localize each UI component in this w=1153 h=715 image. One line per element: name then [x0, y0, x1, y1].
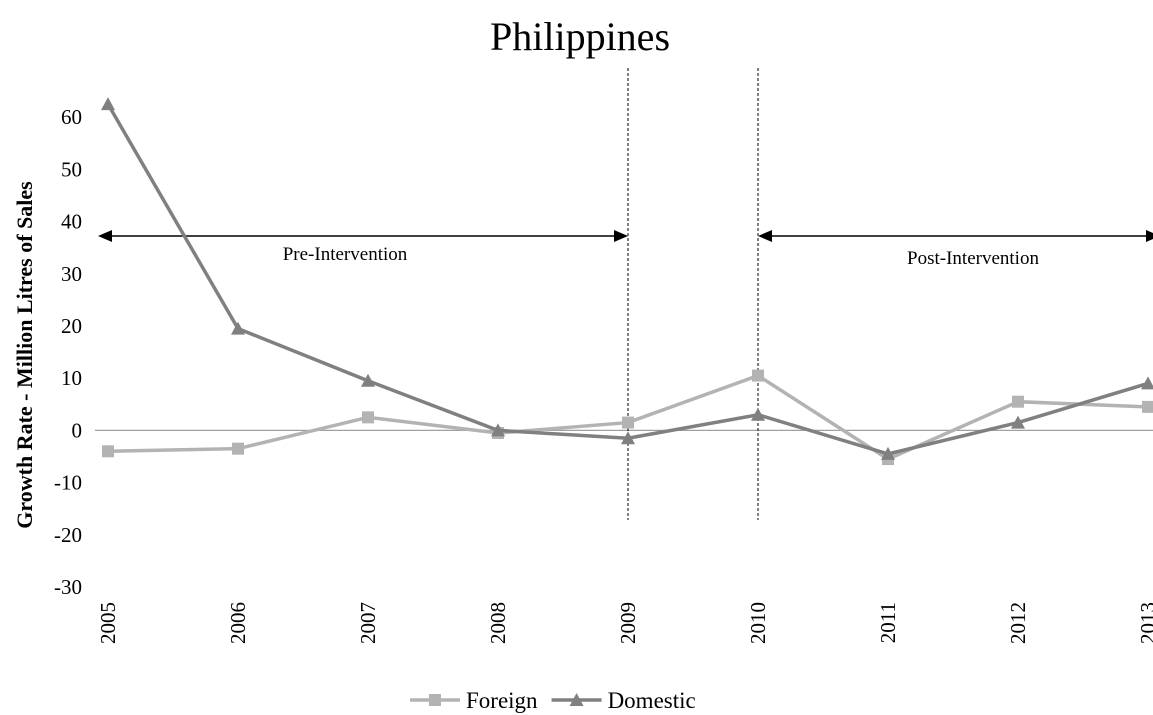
y-tick-label: 20	[61, 314, 82, 338]
x-tick-label: 2010	[746, 602, 770, 644]
x-tick-label: 2012	[1006, 602, 1030, 644]
x-tick-label: 2013	[1136, 602, 1153, 644]
marker	[1012, 395, 1024, 408]
marker	[1141, 376, 1153, 390]
marker	[621, 431, 635, 445]
marker	[429, 694, 441, 706]
y-tick-label: 30	[61, 262, 82, 286]
marker	[881, 446, 895, 460]
marker	[232, 442, 244, 455]
x-tick-label: 2008	[486, 602, 510, 644]
arrow-head	[98, 230, 112, 242]
y-tick-label: -10	[54, 471, 82, 495]
arrow-head	[614, 230, 628, 242]
x-tick-label: 2006	[226, 602, 250, 644]
marker	[1011, 415, 1025, 429]
x-tick-label: 2011	[876, 602, 900, 643]
marker	[231, 321, 245, 335]
marker	[569, 693, 584, 706]
x-tick-label: 2007	[356, 602, 380, 644]
y-axis-label: Growth Rate - Million Litres of Sales	[12, 181, 37, 529]
x-tick-label: 2009	[616, 602, 640, 644]
marker	[752, 369, 764, 382]
y-tick-label: 0	[72, 418, 83, 442]
marker	[751, 407, 765, 421]
y-tick-label: 60	[61, 105, 82, 129]
arrow-head	[1146, 230, 1153, 242]
legend-label: Foreign	[466, 688, 538, 713]
legend-label: Domestic	[608, 688, 696, 713]
marker	[361, 373, 375, 387]
annotation: Post-Intervention	[907, 248, 1039, 269]
marker	[491, 423, 505, 437]
marker	[101, 97, 115, 111]
y-tick-label: 50	[61, 157, 82, 181]
arrow-head	[758, 230, 772, 242]
chart-title: Philippines	[490, 14, 670, 59]
marker	[102, 445, 114, 458]
marker	[622, 416, 634, 429]
y-tick-label: -30	[54, 575, 82, 599]
annotation: Pre-Intervention	[283, 244, 408, 265]
y-tick-label: 40	[61, 210, 82, 234]
y-tick-label: 10	[61, 366, 82, 390]
y-tick-label: -20	[54, 523, 82, 547]
x-tick-label: 2005	[96, 602, 120, 644]
marker	[362, 411, 374, 424]
marker	[1142, 400, 1153, 413]
